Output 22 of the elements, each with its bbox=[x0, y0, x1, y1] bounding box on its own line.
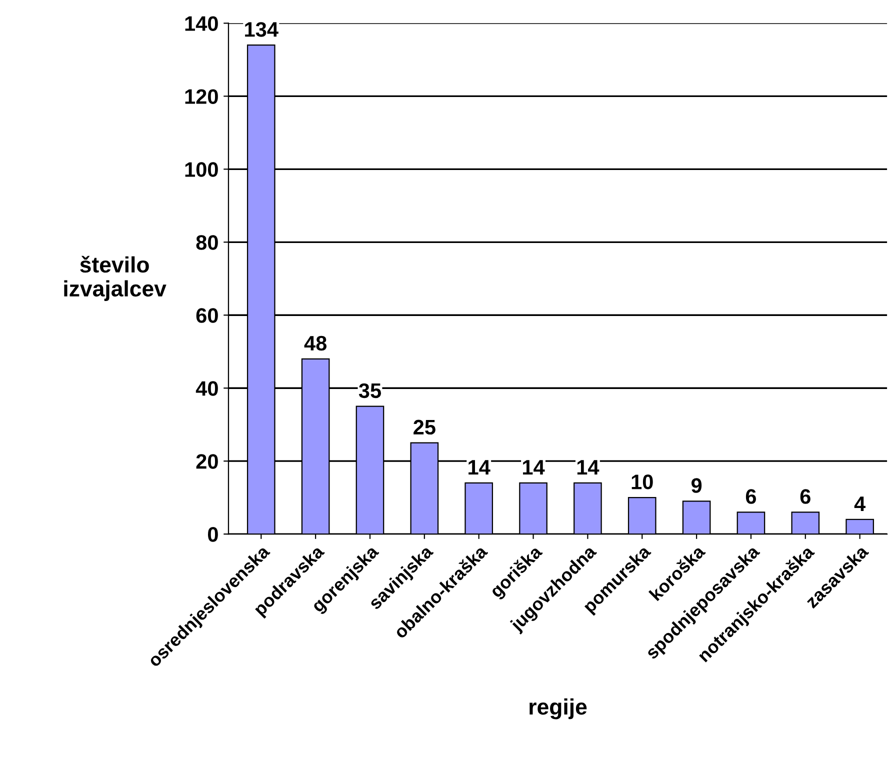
data-label: 25 bbox=[414, 420, 436, 435]
data-label: 14 bbox=[468, 460, 490, 474]
y-tick-label: 80 bbox=[196, 235, 218, 250]
data-label: 35 bbox=[358, 383, 381, 398]
y-tick-label: 20 bbox=[196, 454, 218, 469]
y-tick-label: 120 bbox=[185, 89, 218, 104]
y-tick-label: 60 bbox=[196, 308, 218, 323]
data-label: 6 bbox=[800, 489, 810, 504]
y-tick-label: 100 bbox=[185, 162, 218, 177]
y-axis-title: število izvajalcev bbox=[64, 256, 166, 301]
data-label: 14 bbox=[522, 460, 545, 474]
y-tick-label: 0 bbox=[208, 527, 218, 542]
data-label: 134 bbox=[245, 22, 278, 37]
x-axis-title: regije bbox=[530, 698, 587, 720]
data-label: 6 bbox=[746, 489, 756, 504]
data-label: 10 bbox=[632, 474, 653, 490]
data-label: 48 bbox=[304, 336, 327, 351]
y-tick-label: 140 bbox=[185, 16, 218, 31]
data-label: 9 bbox=[691, 478, 702, 493]
data-label: 14 bbox=[577, 460, 600, 474]
data-label: 4 bbox=[854, 496, 866, 511]
y-tick-label: 40 bbox=[196, 381, 218, 396]
